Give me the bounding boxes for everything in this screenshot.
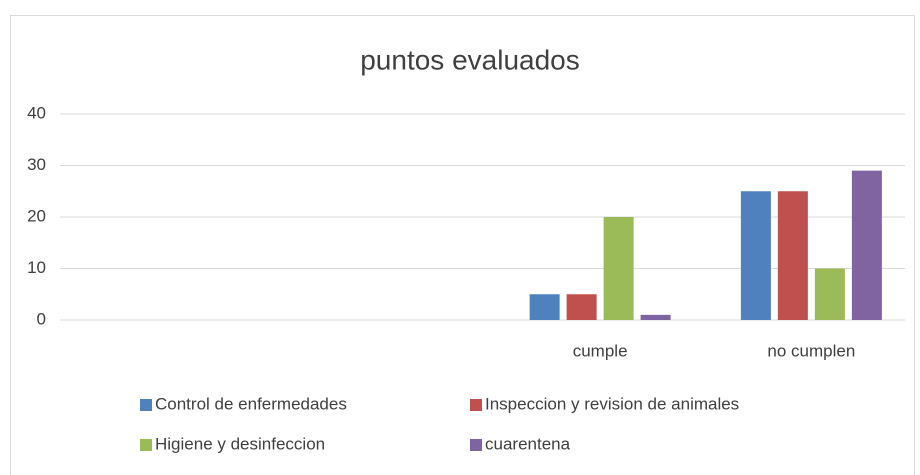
legend-swatch [470, 439, 482, 451]
legend-label: Control de enfermedades [155, 394, 347, 413]
bar [814, 268, 845, 320]
legend-swatch [140, 439, 152, 451]
bar [777, 191, 808, 320]
legend-swatch [140, 399, 152, 411]
bar [529, 294, 560, 320]
legend-label: cuarentena [485, 434, 571, 453]
chart-title: puntos evaluados [360, 44, 580, 75]
bar [851, 170, 882, 320]
x-tick-label: cumple [573, 341, 628, 360]
y-tick-label: 30 [27, 155, 46, 174]
y-tick-label: 0 [37, 309, 46, 328]
y-tick-label: 40 [27, 103, 46, 122]
x-tick-label: no cumplen [767, 341, 855, 360]
bar [603, 217, 634, 320]
bar [740, 191, 771, 320]
bar [566, 294, 597, 320]
legend-swatch [470, 399, 482, 411]
legend-label: Inspeccion y revision de animales [485, 394, 739, 413]
legend-label: Higiene y desinfeccion [155, 434, 325, 453]
y-tick-label: 10 [27, 258, 46, 277]
bar [640, 314, 671, 320]
y-tick-label: 20 [27, 206, 46, 225]
